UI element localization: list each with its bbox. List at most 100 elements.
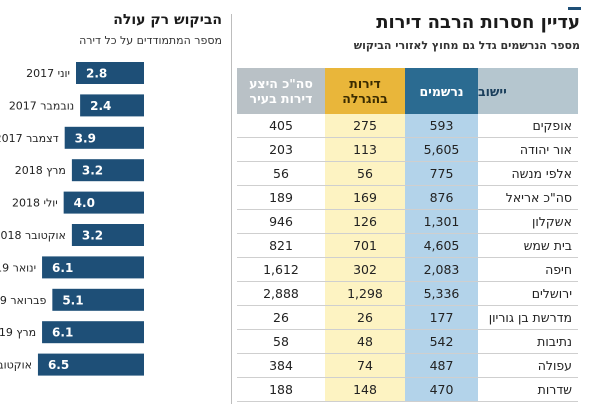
bar-value-label: 6.1 <box>52 326 73 340</box>
cell-registered: 470 <box>429 382 454 397</box>
bar-category-label: אוקטובר 2019 <box>0 359 32 372</box>
table-row: 821 701 4,605 בית שמש <box>237 234 578 258</box>
cell-total: 189 <box>269 190 293 205</box>
bar-category-label: יוני 2017 <box>26 67 70 80</box>
headline-accent-bar <box>568 7 581 10</box>
table-row: 58 48 542 נתיבות <box>237 330 578 354</box>
cell-registered: 1,301 <box>423 214 460 229</box>
cell-registered: 5,605 <box>423 142 460 157</box>
cell-settlement: אלפי מנשה <box>511 166 572 181</box>
bar-category-label: מרץ 2018 <box>15 164 66 177</box>
table-title: עדיין חסרות הרבה דירות <box>376 12 580 33</box>
cell-lottery: 113 <box>353 142 377 157</box>
table-body: 405 275 593 אופקים 203 113 5,605 אור יהודה 56 56 7… <box>237 114 578 402</box>
bar-category-label: נובמבר 2017 <box>9 99 74 112</box>
bar <box>42 256 144 279</box>
cell-settlement: ירושלים <box>531 286 572 301</box>
header-registered: נרשמים <box>405 68 478 114</box>
table-row: 946 126 1,301 אשקלון <box>237 210 578 234</box>
cell-total: 188 <box>269 382 293 397</box>
bar-value-label: 2.8 <box>86 67 107 81</box>
table-row: 56 56 775 אלפי מנשה <box>237 162 578 186</box>
bar-value-label: 2.4 <box>90 99 111 113</box>
table-row: 405 275 593 אופקים <box>237 114 578 138</box>
cell-lottery: 148 <box>353 382 377 397</box>
bar <box>42 321 144 344</box>
cell-settlement: מדרשת בן גוריון <box>488 310 572 325</box>
header-lottery: דירות בהגרלה <box>325 68 405 114</box>
bar <box>52 288 144 311</box>
bar <box>64 126 144 149</box>
cell-settlement: חיפה <box>545 262 572 277</box>
cell-total: 2,888 <box>263 286 299 301</box>
bar-value-label: 3.2 <box>82 164 103 178</box>
cell-total: 58 <box>273 334 289 349</box>
chart-subtitle: מספר המתמודדים על כל דירה <box>79 34 222 47</box>
cell-registered: 2,083 <box>423 262 460 277</box>
cell-settlement: נתיבות <box>537 334 572 349</box>
cell-settlement: סה"כ אריאל <box>505 190 572 205</box>
cell-total: 1,612 <box>263 262 299 277</box>
cell-settlement: אור יהודה <box>519 142 572 157</box>
cell-total: 203 <box>269 142 293 157</box>
bar <box>63 191 144 214</box>
cell-settlement: אופקים <box>532 118 572 133</box>
bar-category-label: פברואר 2019 <box>0 294 46 307</box>
bar-category-label: יולי 2018 <box>12 197 58 210</box>
panel-divider <box>231 14 232 404</box>
table-row: 188 148 470 שדרות <box>237 378 578 402</box>
table-row: 1,612 302 2,083 חיפה <box>237 258 578 282</box>
bar-chart: 2.8 יוני 2017 2.4 נובמבר 2017 3.9 דצמבר 2017 3… <box>0 62 144 376</box>
bar-category-label: מרץ 2019 <box>0 326 36 339</box>
cell-lottery: 701 <box>353 238 377 253</box>
table-row: 384 74 487 עפולה <box>237 354 578 378</box>
bar-category-label: ינואר 2019 <box>0 261 36 274</box>
bar-value-label: 5.1 <box>62 293 83 307</box>
cell-settlement: בית שמש <box>523 238 572 253</box>
table-subtitle: מספר הנרשמים גדל גם מחוץ לאזורי הביקוש <box>353 39 580 52</box>
cell-registered: 775 <box>429 166 454 181</box>
cell-lottery: 74 <box>357 358 373 373</box>
cell-settlement: אשקלון <box>532 214 572 229</box>
cell-registered: 4,605 <box>423 238 460 253</box>
lottery-column-fill <box>325 114 405 402</box>
cell-settlement: שדרות <box>537 382 572 397</box>
table-row: 2,888 1,298 5,336 ירושלים <box>237 282 578 306</box>
cell-lottery: 126 <box>353 214 377 229</box>
cell-total: 946 <box>269 214 293 229</box>
cell-settlement: עפולה <box>537 358 572 373</box>
cell-total: 56 <box>273 166 289 181</box>
bar-category-label: אוקטובר 2018 <box>0 229 66 242</box>
cell-lottery: 56 <box>357 166 373 181</box>
bar-value-label: 3.9 <box>75 131 96 145</box>
bar-value-label: 6.1 <box>52 261 73 275</box>
cell-lottery: 302 <box>353 262 377 277</box>
bar <box>80 94 144 117</box>
bar <box>71 159 144 182</box>
cell-lottery: 275 <box>353 118 377 133</box>
cell-total: 821 <box>269 238 293 253</box>
bar <box>37 353 144 376</box>
bar <box>76 62 144 84</box>
bar-category-label: דצמבר 2017 <box>0 132 59 145</box>
cell-registered: 487 <box>429 358 454 373</box>
table-row: 189 169 876 סה"כ אריאל <box>237 186 578 210</box>
table-row: 26 26 177 מדרשת בן גוריון <box>237 306 578 330</box>
cell-registered: 542 <box>429 334 454 349</box>
cell-total: 405 <box>269 118 293 133</box>
header-total: סה"כ היצע דירות בעיר <box>237 68 325 114</box>
cell-registered: 177 <box>429 310 454 325</box>
cell-lottery: 26 <box>357 310 373 325</box>
bar-value-label: 3.2 <box>82 229 103 243</box>
chart-title: הביקוש רק עולה <box>113 12 222 28</box>
cell-registered: 876 <box>429 190 454 205</box>
bar <box>71 224 144 246</box>
bar-value-label: 6.5 <box>48 358 69 372</box>
cell-total: 26 <box>273 310 289 325</box>
cell-registered: 5,336 <box>423 286 460 301</box>
cell-lottery: 1,298 <box>347 286 383 301</box>
cell-total: 384 <box>269 358 293 373</box>
header-settlement: יישוב <box>478 68 578 114</box>
registered-column-fill <box>405 114 478 402</box>
table-row: 203 113 5,605 אור יהודה <box>237 138 578 162</box>
